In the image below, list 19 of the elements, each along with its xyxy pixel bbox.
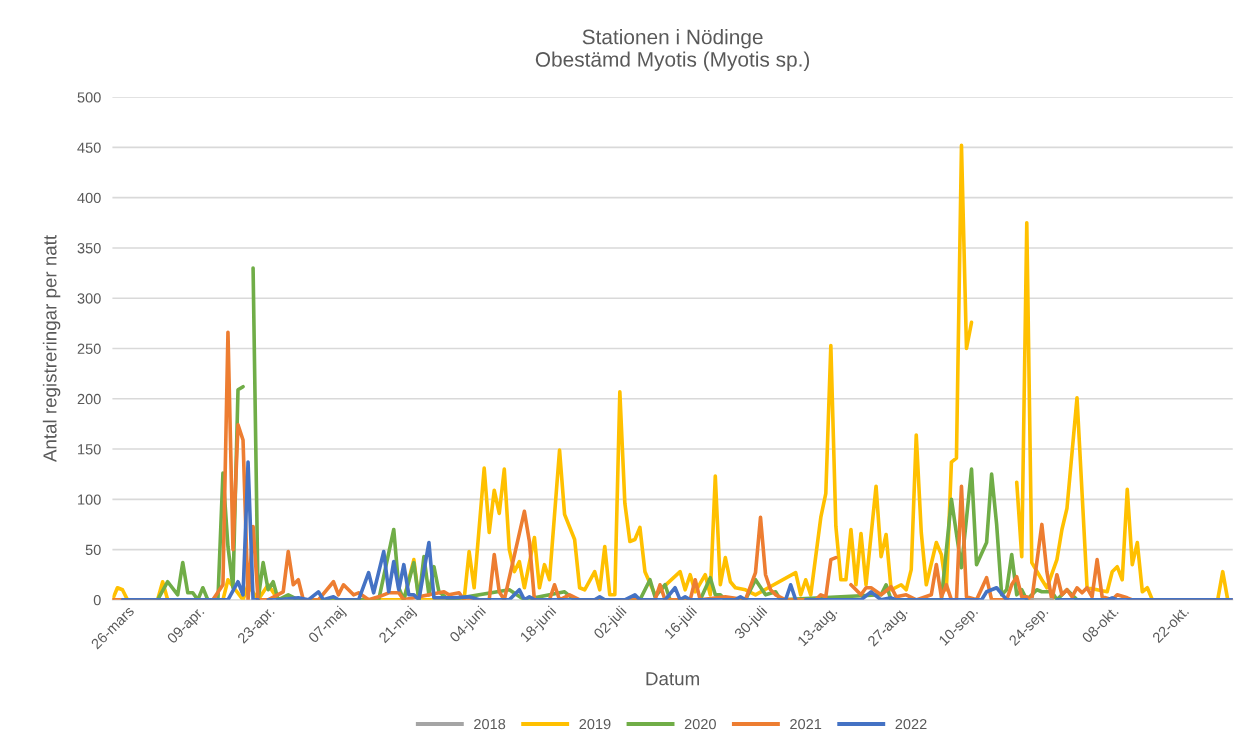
legend-label: 2019 bbox=[579, 718, 611, 730]
y-tick-label: 400 bbox=[77, 192, 101, 204]
y-tick-label: 450 bbox=[77, 142, 101, 153]
chart-title: Stationen i Nödinge Obestämd Myotis (Myotis sp.) bbox=[535, 29, 810, 71]
y-tick-label: 250 bbox=[77, 343, 101, 354]
x-axis-title: Datum bbox=[646, 672, 699, 686]
y-axis-title: Antal registreringar per natt bbox=[42, 235, 61, 463]
y-tick-label: 200 bbox=[77, 393, 101, 405]
y-tick-label: 500 bbox=[77, 92, 101, 103]
y-tick-label: 50 bbox=[85, 544, 101, 555]
y-tick-label: 0 bbox=[93, 594, 101, 606]
y-tick-label: 300 bbox=[77, 293, 101, 304]
y-tick-label: 100 bbox=[78, 494, 101, 505]
legend-label: 2021 bbox=[790, 718, 822, 730]
y-tick-label: 150 bbox=[78, 444, 101, 455]
legend-label: 2018 bbox=[474, 718, 506, 730]
y-tick-label: 350 bbox=[77, 243, 101, 254]
legend-label: 2020 bbox=[684, 718, 716, 730]
legend-label: 2022 bbox=[895, 718, 927, 730]
